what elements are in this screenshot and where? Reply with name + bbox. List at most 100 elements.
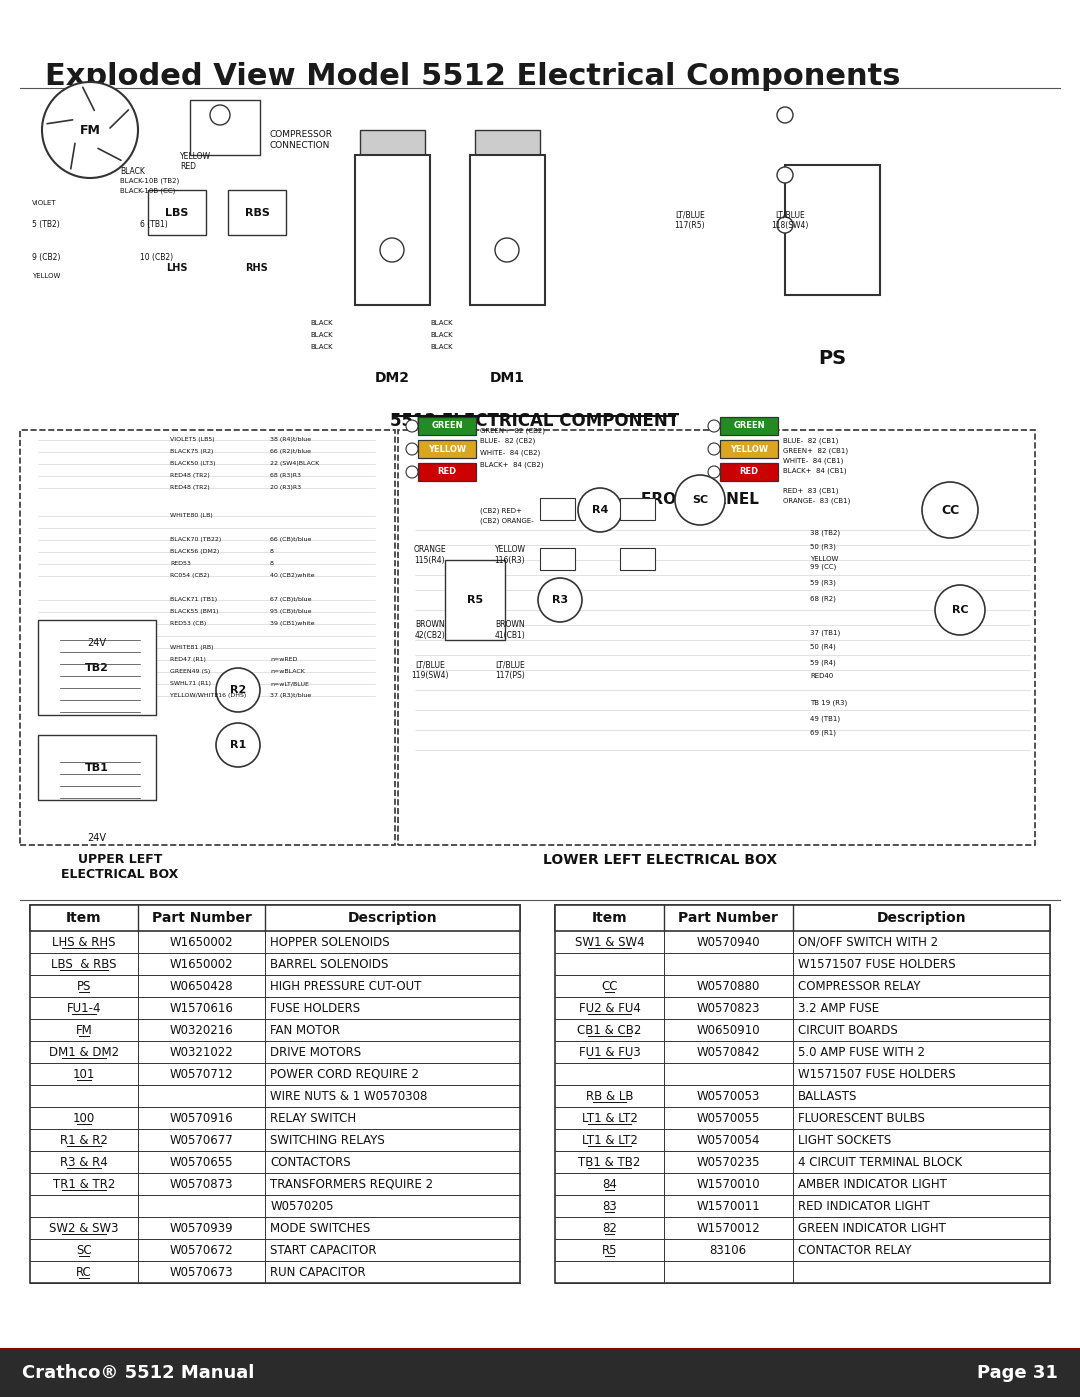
Text: 38 (R4)t/blue: 38 (R4)t/blue xyxy=(270,437,311,441)
Text: 67 (CB)t/blue: 67 (CB)t/blue xyxy=(270,597,311,602)
Text: GREEN+  82 (CB1): GREEN+ 82 (CB1) xyxy=(783,448,848,454)
Text: R5: R5 xyxy=(602,1243,617,1256)
Text: n=wLT/BLUE: n=wLT/BLUE xyxy=(270,680,309,686)
Bar xyxy=(540,548,575,570)
Text: RED+  83 (CB1): RED+ 83 (CB1) xyxy=(783,488,838,493)
Text: W1650002: W1650002 xyxy=(170,957,233,971)
Text: RC: RC xyxy=(951,605,969,615)
Text: Part Number: Part Number xyxy=(151,911,252,925)
Circle shape xyxy=(578,488,622,532)
Text: W1571507 FUSE HOLDERS: W1571507 FUSE HOLDERS xyxy=(798,957,955,971)
Text: GREEN: GREEN xyxy=(733,422,765,430)
Text: BLACK55 (BM1): BLACK55 (BM1) xyxy=(170,609,218,615)
Text: DM1 & DM2: DM1 & DM2 xyxy=(49,1045,119,1059)
Text: W0570842: W0570842 xyxy=(697,1045,760,1059)
Bar xyxy=(30,905,519,1282)
Text: ON/OFF SWITCH WITH 2: ON/OFF SWITCH WITH 2 xyxy=(798,936,937,949)
Bar xyxy=(15,409,1065,890)
Text: BALLASTS: BALLASTS xyxy=(798,1090,856,1102)
Text: W0570205: W0570205 xyxy=(270,1200,334,1213)
Text: BLACK: BLACK xyxy=(430,320,453,326)
Text: 8: 8 xyxy=(270,549,274,555)
Text: BLACK-10B (TB2): BLACK-10B (TB2) xyxy=(120,177,179,184)
Text: TB2: TB2 xyxy=(85,664,109,673)
Text: 95 (CB)t/blue: 95 (CB)t/blue xyxy=(270,609,311,615)
Text: GREEN+  82 (CB2): GREEN+ 82 (CB2) xyxy=(480,427,545,433)
Text: 8: 8 xyxy=(270,562,274,566)
Bar xyxy=(555,905,1050,930)
Text: RHS: RHS xyxy=(245,263,268,272)
Text: W1571507 FUSE HOLDERS: W1571507 FUSE HOLDERS xyxy=(798,1067,955,1080)
Circle shape xyxy=(777,108,793,123)
Text: YELLOW: YELLOW xyxy=(730,444,768,454)
Text: W0570940: W0570940 xyxy=(697,936,760,949)
Text: YELLOW: YELLOW xyxy=(32,272,60,279)
Bar xyxy=(720,462,778,481)
Text: TR1 & TR2: TR1 & TR2 xyxy=(53,1178,116,1190)
Bar xyxy=(540,497,575,520)
Text: 24V: 24V xyxy=(87,638,107,648)
Text: W0570712: W0570712 xyxy=(170,1067,233,1080)
Text: BLACK: BLACK xyxy=(310,332,333,338)
Text: LOWER LEFT ELECTRICAL BOX: LOWER LEFT ELECTRICAL BOX xyxy=(543,854,778,868)
Text: W0570939: W0570939 xyxy=(170,1221,233,1235)
Text: RED53 (CB): RED53 (CB) xyxy=(170,622,206,626)
Text: 100: 100 xyxy=(72,1112,95,1125)
Text: 66 (R2)t/blue: 66 (R2)t/blue xyxy=(270,448,311,454)
Circle shape xyxy=(380,237,404,263)
Bar xyxy=(418,416,476,434)
Text: LT1 & LT2: LT1 & LT2 xyxy=(581,1112,637,1125)
Text: LT/BLUE
117(PS): LT/BLUE 117(PS) xyxy=(495,659,525,680)
Text: W1570010: W1570010 xyxy=(697,1178,760,1190)
Text: BLACK-10B (CC): BLACK-10B (CC) xyxy=(120,189,175,194)
Text: BLACK+  84 (CB1): BLACK+ 84 (CB1) xyxy=(783,468,847,475)
Text: 3.2 AMP FUSE: 3.2 AMP FUSE xyxy=(798,1002,879,1014)
Text: R1 & R2: R1 & R2 xyxy=(60,1133,108,1147)
Circle shape xyxy=(216,724,260,767)
Text: 10 (CB2): 10 (CB2) xyxy=(140,253,173,263)
Bar xyxy=(785,165,880,295)
Text: W1570616: W1570616 xyxy=(170,1002,233,1014)
Text: R4: R4 xyxy=(592,504,608,515)
Text: BLACK: BLACK xyxy=(120,168,145,176)
Text: 68 (R2): 68 (R2) xyxy=(810,595,836,602)
Text: W0570235: W0570235 xyxy=(697,1155,760,1168)
Bar xyxy=(21,430,395,845)
Text: W0570823: W0570823 xyxy=(697,1002,760,1014)
Circle shape xyxy=(495,237,519,263)
Circle shape xyxy=(922,482,978,538)
Text: RC054 (CB2): RC054 (CB2) xyxy=(170,573,210,578)
Text: 50 (R4): 50 (R4) xyxy=(810,643,836,650)
Text: START CAPACITOR: START CAPACITOR xyxy=(270,1243,377,1256)
Text: BROWN
42(CB2): BROWN 42(CB2) xyxy=(415,620,445,640)
Circle shape xyxy=(216,668,260,712)
Circle shape xyxy=(777,168,793,183)
Bar xyxy=(475,130,540,155)
Text: WIRE NUTS & 1 W0570308: WIRE NUTS & 1 W0570308 xyxy=(270,1090,428,1102)
Text: RELAY SWITCH: RELAY SWITCH xyxy=(270,1112,356,1125)
Text: BLACK70 (TB22): BLACK70 (TB22) xyxy=(170,536,221,542)
Text: Page 31: Page 31 xyxy=(977,1363,1058,1382)
Text: ORANGE
115(R4): ORANGE 115(R4) xyxy=(414,545,446,566)
Text: RED: RED xyxy=(180,162,195,170)
Circle shape xyxy=(708,443,720,455)
Text: VIOLET: VIOLET xyxy=(32,200,56,205)
Text: HIGH PRESSURE CUT-OUT: HIGH PRESSURE CUT-OUT xyxy=(270,979,421,992)
Text: YELLOW
116(R3): YELLOW 116(R3) xyxy=(495,545,526,566)
Text: 5 (TB2): 5 (TB2) xyxy=(32,219,59,229)
Text: GREEN49 (S): GREEN49 (S) xyxy=(170,669,211,673)
Text: CC: CC xyxy=(602,979,618,992)
Bar xyxy=(38,735,156,800)
Bar xyxy=(720,440,778,458)
Text: R1: R1 xyxy=(230,740,246,750)
Text: W0570672: W0570672 xyxy=(170,1243,233,1256)
Text: WHITE80 (LB): WHITE80 (LB) xyxy=(170,513,213,518)
Text: CB1 & CB2: CB1 & CB2 xyxy=(578,1024,642,1037)
Text: TB 19 (R3): TB 19 (R3) xyxy=(810,700,847,707)
Text: Exploded View Model 5512 Electrical Components: Exploded View Model 5512 Electrical Comp… xyxy=(45,61,901,91)
Circle shape xyxy=(406,443,418,455)
Text: COMPRESSOR RELAY: COMPRESSOR RELAY xyxy=(798,979,920,992)
Text: LBS: LBS xyxy=(165,208,189,218)
Text: R2: R2 xyxy=(230,685,246,694)
Text: SC: SC xyxy=(692,495,708,504)
